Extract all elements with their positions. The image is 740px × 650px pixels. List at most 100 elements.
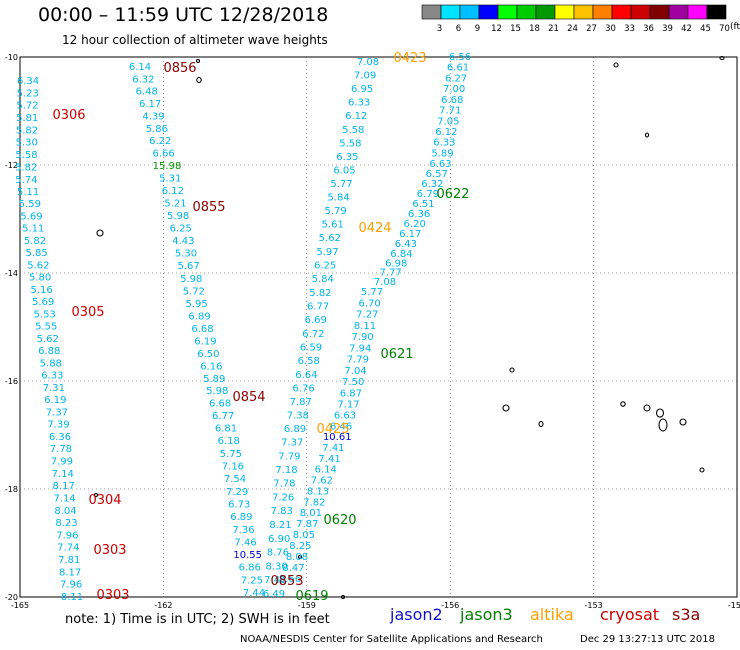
wave-height-reading: 6.12 bbox=[345, 111, 367, 122]
wave-height-reading: 4.39 bbox=[142, 111, 164, 122]
wave-height-reading: 5.98 bbox=[206, 386, 228, 397]
lat-tick-label: -14 bbox=[5, 269, 18, 278]
wave-height-reading: 5.88 bbox=[40, 358, 62, 369]
island-outline bbox=[719, 55, 725, 61]
wave-height-reading: 5.11 bbox=[22, 224, 44, 235]
wave-height-reading: 6.61 bbox=[447, 63, 469, 74]
wave-height-reading: 7.71 bbox=[439, 106, 461, 117]
scale-label: 33 bbox=[624, 24, 635, 34]
island-outline bbox=[643, 404, 651, 412]
wave-height-reading: 8.17 bbox=[59, 567, 81, 578]
wave-height-reading: 5.82 bbox=[309, 288, 331, 299]
wave-height-reading: 7.99 bbox=[51, 457, 73, 468]
wave-height-reading: 6.22 bbox=[149, 136, 171, 147]
island-outline bbox=[620, 401, 626, 407]
wave-height-reading: 7.36 bbox=[232, 525, 254, 536]
wave-height-reading: 6.32 bbox=[421, 179, 443, 190]
island-outline bbox=[340, 594, 346, 600]
wave-height-reading: 8.66 bbox=[279, 574, 301, 585]
wave-height-reading: 8.47 bbox=[282, 563, 304, 574]
wave-height-reading: 5.98 bbox=[167, 211, 189, 222]
wave-height-reading: 5.72 bbox=[183, 286, 205, 297]
wave-height-reading: 6.59 bbox=[300, 343, 322, 354]
legend-altika: altika bbox=[530, 605, 574, 624]
wave-height-reading: 6.68 bbox=[191, 324, 213, 335]
wave-height-reading: 7.78 bbox=[50, 444, 72, 455]
island-outline bbox=[655, 408, 665, 418]
wave-height-reading: 7.25 bbox=[241, 575, 263, 586]
island-outline bbox=[96, 229, 104, 237]
wave-height-reading: 5.74 bbox=[15, 175, 37, 186]
wave-height-reading: 7.83 bbox=[271, 506, 293, 517]
wave-height-reading: 7.14 bbox=[52, 469, 74, 480]
wave-height-reading: 7.81 bbox=[58, 555, 80, 566]
wave-height-reading: 6.19 bbox=[194, 336, 216, 347]
island-outline bbox=[93, 492, 99, 498]
wave-height-reading: 6.27 bbox=[445, 73, 467, 84]
scale-label: 3 bbox=[437, 24, 442, 34]
wave-height-reading: 5.55 bbox=[35, 322, 57, 333]
scale-label: 45 bbox=[700, 24, 711, 34]
island-outline bbox=[679, 418, 687, 426]
wave-height-reading: 5.67 bbox=[177, 261, 199, 272]
wave-height-reading: 8.13 bbox=[307, 486, 329, 497]
wave-height-reading: 8.11 bbox=[354, 321, 376, 332]
wave-height-reading: 7.04 bbox=[344, 366, 366, 377]
wave-height-reading: 5.61 bbox=[322, 220, 344, 231]
pass-time-label: 0856 bbox=[163, 61, 196, 76]
wave-height-reading: 5.62 bbox=[319, 233, 341, 244]
island-outline bbox=[297, 554, 303, 560]
wave-height-reading: 7.39 bbox=[47, 420, 69, 431]
wave-height-reading: 6.46 bbox=[330, 421, 352, 432]
wave-height-reading: 7.26 bbox=[272, 492, 294, 503]
wave-height-reading: 7.62 bbox=[311, 476, 333, 487]
scale-label: 9 bbox=[475, 24, 480, 34]
wave-height-reading: 6.95 bbox=[351, 84, 373, 95]
wave-height-reading: 5.30 bbox=[175, 249, 197, 260]
footer-note: note: 1) Time is in UTC; 2) SWH is in fe… bbox=[65, 612, 330, 627]
wave-height-reading: 7.94 bbox=[349, 343, 371, 354]
wave-height-reading: 6.14 bbox=[129, 62, 151, 73]
scale-label: 15 bbox=[510, 24, 521, 34]
color-scale: 3 6 9 12 15 18 21 24 27 30 33 36 39 42 45 70 bbox=[421, 4, 730, 34]
wave-height-reading: 6.12 bbox=[435, 127, 457, 138]
wave-height-reading: 7.08 bbox=[374, 277, 396, 288]
legend-jason2: jason2 bbox=[390, 605, 443, 624]
wave-height-reading: 6.81 bbox=[215, 424, 237, 435]
pass-time-label: 0853 bbox=[270, 574, 303, 589]
wave-height-reading: 6.88 bbox=[38, 346, 60, 357]
wave-height-reading: 8.04 bbox=[54, 506, 76, 517]
lat-tick-label: -18 bbox=[5, 485, 18, 494]
wave-height-reading: 5.77 bbox=[330, 179, 352, 190]
wave-height-reading: 6.33 bbox=[41, 371, 63, 382]
lat-tick-label: -10 bbox=[5, 53, 18, 62]
island-outline bbox=[502, 404, 510, 412]
scale-label: 36 bbox=[643, 24, 654, 34]
wave-height-reading: 5.95 bbox=[185, 299, 207, 310]
wave-height-reading: 7.08 bbox=[357, 57, 379, 68]
wave-height-reading: 5.75 bbox=[220, 449, 242, 460]
wave-height-reading: 5.84 bbox=[312, 274, 334, 285]
island-outline bbox=[538, 420, 544, 428]
map-subtitle: 12 hour collection of altimeter wave hei… bbox=[62, 33, 328, 47]
wave-height-reading: 6.70 bbox=[359, 298, 381, 309]
wave-height-reading: 8.11 bbox=[61, 592, 83, 603]
wave-height-reading: 7.46 bbox=[234, 537, 256, 548]
wave-height-reading: 5.58 bbox=[15, 150, 37, 161]
wave-height-reading: 5.81 bbox=[16, 113, 38, 124]
island-outline bbox=[658, 418, 668, 432]
wave-height-reading: 6.89 bbox=[284, 424, 306, 435]
wave-height-reading: 5.11 bbox=[17, 187, 39, 198]
wave-height-reading: 5.31 bbox=[159, 173, 181, 184]
wave-height-reading: 5.85 bbox=[26, 248, 48, 259]
wave-height-reading: 6.17 bbox=[399, 229, 421, 240]
lat-tick-label: -16 bbox=[5, 377, 18, 386]
wave-height-reading: 6.89 bbox=[230, 512, 252, 523]
scale-label: 39 bbox=[662, 24, 673, 34]
scale-label: 24 bbox=[567, 24, 578, 34]
legend-s3a: s3a bbox=[672, 605, 701, 624]
wave-height-reading: 6.14 bbox=[315, 465, 337, 476]
pass-time-label: 0855 bbox=[192, 200, 225, 215]
pass-time-label: 0306 bbox=[52, 108, 85, 123]
wave-height-reading: 6.25 bbox=[314, 261, 336, 272]
